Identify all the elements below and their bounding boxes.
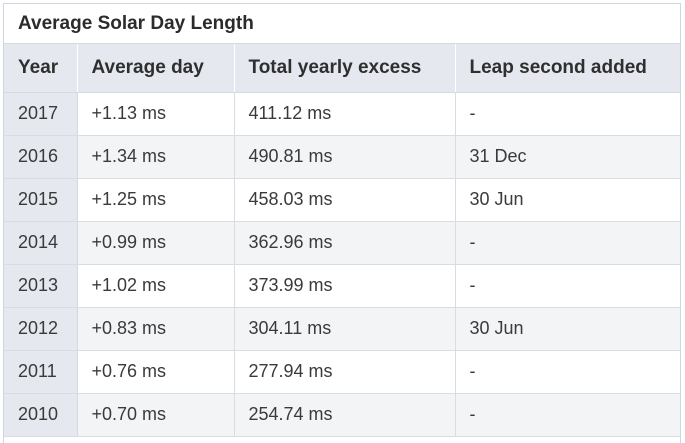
total-yearly-excess-cell: 254.74 ms (234, 393, 456, 437)
leap-second-cell: - (455, 393, 680, 437)
leap-second-cell: - (455, 264, 680, 308)
data-table-container: Average Solar Day Length Year Average da… (3, 3, 681, 443)
total-yearly-excess-cell: 458.03 ms (234, 178, 456, 222)
total-yearly-excess-cell: 304.11 ms (234, 307, 456, 351)
total-yearly-excess-cell: 277.94 ms (234, 350, 456, 394)
header-row: Year Average day Total yearly excess Lea… (4, 44, 680, 93)
column-header-total-yearly-excess: Total yearly excess (234, 44, 456, 93)
table-row: 2017 +1.13 ms 411.12 ms - (4, 92, 680, 136)
year-cell: 2017 (4, 92, 78, 136)
year-cell: 2010 (4, 393, 78, 437)
total-yearly-excess-cell: 362.96 ms (234, 221, 456, 265)
table-row: 2010 +0.70 ms 254.74 ms - (4, 393, 680, 437)
column-header-year: Year (4, 44, 78, 93)
average-day-cell: +0.76 ms (77, 350, 235, 394)
table-row: 2013 +1.02 ms 373.99 ms - (4, 264, 680, 308)
year-cell: 2012 (4, 307, 78, 351)
average-day-cell: +0.70 ms (77, 393, 235, 437)
total-yearly-excess-cell: 411.12 ms (234, 92, 456, 136)
column-header-average-day: Average day (77, 44, 235, 93)
leap-second-cell: 30 Jun (455, 307, 680, 351)
table-row: 2015 +1.25 ms 458.03 ms 30 Jun (4, 178, 680, 222)
year-cell: 2014 (4, 221, 78, 265)
table-row: 2014 +0.99 ms 362.96 ms - (4, 221, 680, 265)
average-day-cell: +1.02 ms (77, 264, 235, 308)
leap-second-cell: - (455, 92, 680, 136)
average-day-cell: +1.13 ms (77, 92, 235, 136)
average-day-cell: +1.25 ms (77, 178, 235, 222)
table-caption: Average Solar Day Length (4, 4, 680, 44)
average-day-cell: +1.34 ms (77, 135, 235, 179)
year-cell: 2013 (4, 264, 78, 308)
leap-second-cell: 30 Jun (455, 178, 680, 222)
leap-second-cell: - (455, 350, 680, 394)
average-day-cell: +0.83 ms (77, 307, 235, 351)
leap-second-cell: - (455, 221, 680, 265)
table-row: 2016 +1.34 ms 490.81 ms 31 Dec (4, 135, 680, 179)
column-header-leap-second-added: Leap second added (455, 44, 680, 93)
year-cell: 2011 (4, 350, 78, 394)
table-row: 2012 +0.83 ms 304.11 ms 30 Jun (4, 307, 680, 351)
leap-second-cell: 31 Dec (455, 135, 680, 179)
table-row: 2011 +0.76 ms 277.94 ms - (4, 350, 680, 394)
average-day-cell: +0.99 ms (77, 221, 235, 265)
year-cell: 2016 (4, 135, 78, 179)
total-yearly-excess-cell: 490.81 ms (234, 135, 456, 179)
total-yearly-excess-cell: 373.99 ms (234, 264, 456, 308)
year-cell: 2015 (4, 178, 78, 222)
solar-day-table: Year Average day Total yearly excess Lea… (4, 44, 680, 437)
